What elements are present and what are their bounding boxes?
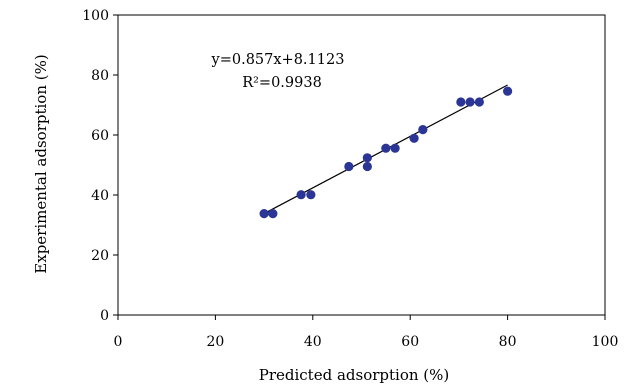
data-point — [465, 97, 475, 107]
data-point — [362, 153, 372, 163]
data-point — [344, 161, 354, 172]
data-point — [306, 190, 316, 200]
data-point — [381, 143, 391, 153]
data-point — [259, 209, 269, 219]
y-tick-label: 40 — [91, 188, 109, 204]
data-points — [259, 86, 513, 219]
axes — [117, 14, 606, 316]
y-tick-label: 0 — [100, 308, 109, 324]
x-tick-label: 80 — [499, 334, 517, 350]
y-tick-label: 100 — [82, 8, 109, 24]
data-point — [456, 97, 466, 107]
x-tick-label: 60 — [401, 334, 419, 350]
y-tick-label: 80 — [91, 68, 109, 84]
y-tick-label: 20 — [91, 248, 109, 264]
data-point — [418, 125, 428, 135]
x-tick-label: 40 — [304, 334, 322, 350]
x-tick-label: 0 — [114, 334, 123, 350]
data-point — [362, 161, 372, 172]
y-tick-label: 60 — [91, 128, 109, 144]
x-axis-title: Predicted adsorption (%) — [259, 366, 450, 384]
data-point — [390, 143, 400, 153]
regression-equation: y=0.857x+8.1123 — [211, 52, 345, 68]
y-axis-title: Experimental adsorption (%) — [32, 54, 50, 273]
data-point — [268, 209, 278, 219]
y-axis-ticks: 0 20 40 60 80 100 — [82, 8, 118, 324]
x-tick-label: 100 — [592, 334, 619, 350]
data-point — [503, 86, 513, 96]
data-point — [409, 133, 419, 143]
plot-frame — [117, 14, 606, 316]
x-axis-ticks: 0 20 40 60 80 100 — [114, 315, 619, 350]
r-squared-label: R²=0.9938 — [242, 75, 322, 91]
data-point — [474, 97, 484, 107]
x-tick-label: 20 — [206, 334, 224, 350]
data-point — [296, 190, 306, 200]
